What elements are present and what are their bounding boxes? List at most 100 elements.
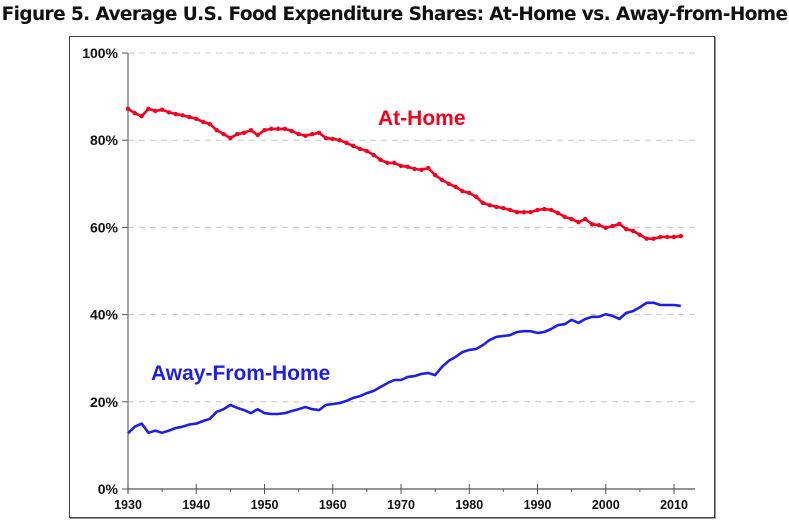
data-point <box>473 194 479 200</box>
data-point <box>132 110 138 116</box>
data-point <box>555 210 561 216</box>
data-point <box>678 233 684 239</box>
figure-title: Figure 5. Average U.S. Food Expenditure … <box>1 4 788 25</box>
y-tick-label: 40% <box>90 307 119 323</box>
data-point <box>439 177 445 183</box>
data-point <box>214 127 219 133</box>
data-point <box>426 165 431 171</box>
data-point <box>275 126 281 132</box>
data-point <box>146 106 151 112</box>
data-point <box>487 202 492 208</box>
data-point <box>467 190 472 196</box>
data-point <box>562 214 567 220</box>
series-line-at-home <box>127 107 681 240</box>
data-point <box>180 113 185 118</box>
data-point <box>617 221 622 227</box>
data-point <box>364 148 370 154</box>
data-point <box>289 128 294 134</box>
data-point <box>159 107 165 112</box>
x-tick-label: 1960 <box>319 498 347 512</box>
data-point <box>508 207 513 213</box>
y-tick-label: 100% <box>82 45 118 61</box>
y-tick-label: 0% <box>98 481 119 497</box>
series-group <box>125 106 684 435</box>
axes: 0% 20% 40% 60% 80% 100% 1930 1940 1950 1960 1970 19… <box>82 45 695 512</box>
y-tick-label: 20% <box>90 394 119 410</box>
data-point <box>432 172 438 178</box>
x-tick-label: 1950 <box>251 498 279 512</box>
data-point <box>596 223 602 228</box>
data-point <box>221 131 226 137</box>
data-point <box>200 119 206 125</box>
data-point <box>405 164 411 169</box>
data-point <box>385 160 390 166</box>
data-point <box>378 157 383 163</box>
series-label-at-home: At-Home <box>378 107 466 130</box>
data-point <box>548 207 554 213</box>
x-tick-label: 1980 <box>455 498 483 512</box>
data-point <box>337 138 342 143</box>
data-point <box>316 130 322 135</box>
data-point <box>583 216 588 222</box>
data-point <box>644 236 649 241</box>
data-point <box>282 126 288 132</box>
data-point <box>357 146 363 152</box>
x-tick-label: 1930 <box>114 498 142 512</box>
data-point <box>576 219 581 225</box>
x-tick-label: 2000 <box>592 498 620 512</box>
chart-frame <box>69 36 715 518</box>
data-point <box>460 189 465 194</box>
x-tick-label: 1990 <box>524 498 552 512</box>
data-point <box>637 232 643 238</box>
y-tick-label: 60% <box>90 219 119 235</box>
data-point <box>521 209 527 215</box>
data-point <box>330 136 335 142</box>
data-point <box>262 127 267 133</box>
data-point <box>166 110 172 115</box>
data-point <box>412 166 417 172</box>
y-tick-label: 80% <box>90 132 119 148</box>
data-point <box>125 106 131 112</box>
data-point <box>664 234 670 240</box>
data-point <box>139 114 144 119</box>
data-point <box>630 228 636 234</box>
data-point <box>296 131 301 137</box>
data-point <box>603 225 608 231</box>
data-point <box>528 209 533 215</box>
data-point <box>173 111 178 117</box>
series-label-away-from-home: Away-From-Home <box>151 362 330 385</box>
data-point <box>248 127 254 133</box>
data-point <box>351 143 356 149</box>
data-point <box>446 181 451 186</box>
data-point <box>514 209 520 215</box>
data-point <box>569 216 574 222</box>
data-point <box>269 126 274 132</box>
x-tick-label: 1940 <box>182 498 210 512</box>
data-point <box>398 163 404 169</box>
data-point <box>624 226 629 232</box>
data-point <box>542 206 547 212</box>
data-point <box>153 108 158 114</box>
data-point <box>480 200 486 206</box>
data-point <box>589 222 595 227</box>
data-point <box>651 236 656 241</box>
data-point <box>610 223 615 229</box>
data-point <box>194 116 199 122</box>
data-point <box>419 167 424 173</box>
data-point <box>310 131 315 137</box>
data-point <box>535 207 540 213</box>
data-point <box>453 184 458 190</box>
data-point <box>501 206 506 211</box>
data-point <box>235 131 240 137</box>
data-point <box>671 234 677 240</box>
data-point <box>255 132 260 138</box>
data-point <box>658 234 663 240</box>
series-line-away-from-home <box>127 301 681 435</box>
data-point <box>241 130 247 135</box>
x-tick-label: 2010 <box>660 498 688 512</box>
data-point <box>494 204 499 210</box>
data-point <box>228 135 233 141</box>
data-point <box>391 160 397 166</box>
data-point <box>207 121 213 127</box>
